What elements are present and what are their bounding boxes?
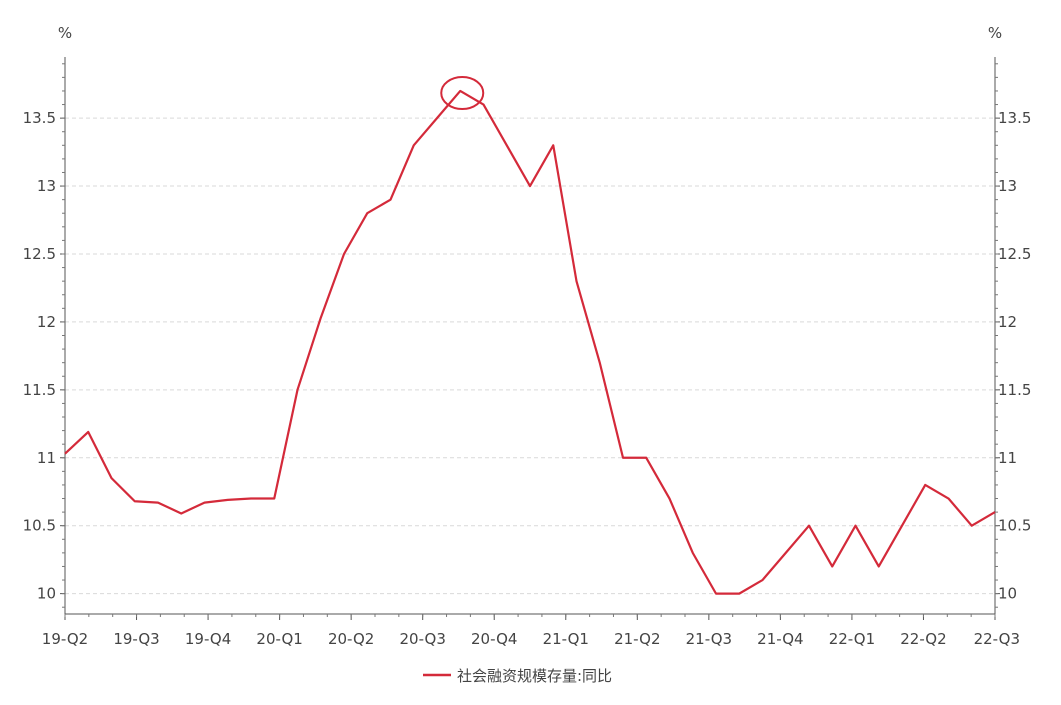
left-y-tick-label: 13	[37, 177, 56, 195]
right-unit-label: %	[988, 24, 1002, 42]
right-y-tick-label: 12	[998, 313, 1017, 331]
right-y-tick-label: 11	[998, 449, 1017, 467]
left-y-tick-label: 10	[37, 585, 56, 603]
x-tick-label: 19-Q4	[185, 630, 231, 648]
x-tick-label: 22-Q1	[829, 630, 875, 648]
right-y-tick-label: 13.5	[998, 109, 1031, 127]
right-y-tick-label: 11.5	[998, 381, 1031, 399]
tick-marks	[60, 63, 1000, 620]
right-y-tick-label: 12.5	[998, 245, 1031, 263]
x-tick-label: 22-Q3	[974, 630, 1020, 648]
x-tick-label: 20-Q2	[328, 630, 374, 648]
gridlines	[65, 117, 995, 595]
x-tick-label: 21-Q4	[757, 630, 803, 648]
left-y-tick-label: 11.5	[23, 381, 56, 399]
right-y-tick-label: 10	[998, 585, 1017, 603]
left-y-tick-label: 11	[37, 449, 56, 467]
axes	[64, 57, 996, 615]
legend[interactable]: 社会融资规模存量:同比	[423, 667, 612, 685]
x-tick-label: 19-Q2	[42, 630, 88, 648]
x-tick-labels: 19-Q2 19-Q3 19-Q4 20-Q1 20-Q2 20-Q3 20-Q4 21-Q1…	[42, 630, 1020, 648]
left-unit-label: %	[58, 24, 72, 42]
right-y-tick-labels: 10 10.5 11 11.5 12 12.5 13 13.5	[998, 109, 1031, 602]
left-y-tick-labels: 10 10.5 11 11.5 12 12.5 13 13.5	[23, 109, 56, 602]
left-y-tick-label: 12.5	[23, 245, 56, 263]
left-y-tick-label: 13.5	[23, 109, 56, 127]
series	[64, 89, 996, 595]
x-tick-label: 21-Q2	[614, 630, 660, 648]
x-tick-label: 20-Q1	[256, 630, 302, 648]
series-line	[64, 89, 996, 595]
left-y-tick-label: 12	[37, 313, 56, 331]
legend-label: 社会融资规模存量:同比	[457, 667, 612, 685]
annotations	[440, 75, 485, 110]
peak-highlight-circle	[440, 75, 485, 110]
x-tick-label: 20-Q4	[471, 630, 517, 648]
right-y-tick-label: 10.5	[998, 517, 1031, 535]
left-y-tick-label: 10.5	[23, 517, 56, 535]
x-tick-label: 22-Q2	[900, 630, 946, 648]
x-tick-label: 21-Q1	[543, 630, 589, 648]
x-tick-label: 20-Q3	[399, 630, 445, 648]
right-y-tick-label: 13	[998, 177, 1017, 195]
x-tick-label: 19-Q3	[113, 630, 159, 648]
x-tick-label: 21-Q3	[686, 630, 732, 648]
